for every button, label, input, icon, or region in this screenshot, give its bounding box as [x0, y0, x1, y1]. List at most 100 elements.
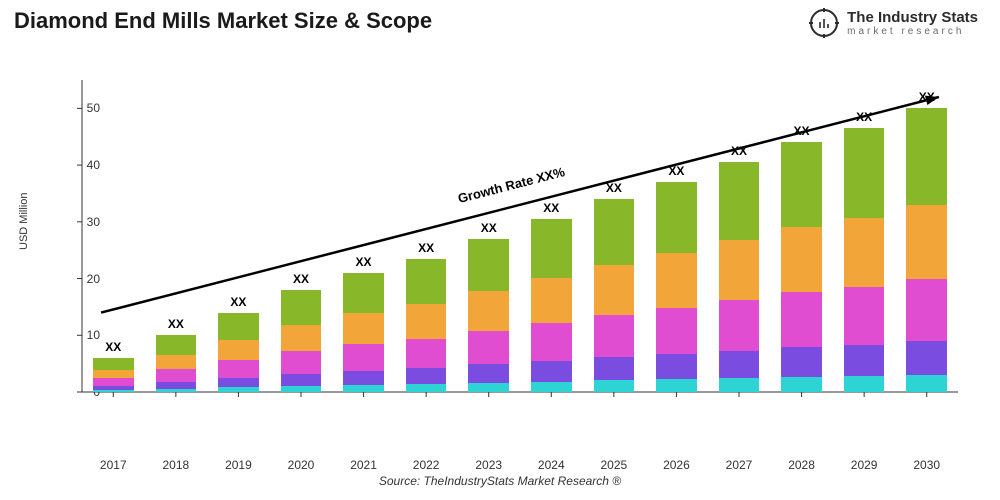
bar-segment [93, 390, 134, 392]
brand-logo: The Industry Stats market research [809, 8, 978, 38]
bar-value-label: XX [606, 181, 622, 195]
source-line: Source: TheIndustryStats Market Research… [0, 474, 1000, 488]
bar-segment [781, 142, 822, 227]
x-tick-label: 2024 [521, 458, 581, 472]
bar-segment [781, 377, 822, 392]
x-tick-label: 2030 [897, 458, 957, 472]
bar-segment [281, 290, 322, 325]
y-tick-label: 40 [70, 158, 100, 172]
bar-value-label: XX [794, 124, 810, 138]
axes-overlay [70, 60, 970, 440]
bar-segment [468, 291, 509, 331]
bar-segment [281, 386, 322, 392]
bar-segment [156, 355, 197, 370]
y-tick-label: 50 [70, 101, 100, 115]
bar-segment [93, 378, 134, 385]
gear-icon [809, 8, 839, 38]
bar-segment [93, 370, 134, 379]
bar-segment [719, 162, 760, 240]
chart-title: Diamond End Mills Market Size & Scope [14, 8, 432, 34]
bar-segment [844, 128, 885, 218]
bar-segment [156, 369, 197, 381]
bar-segment [844, 345, 885, 377]
bar-segment [156, 335, 197, 354]
bar-segment [156, 382, 197, 389]
bar-segment [406, 339, 447, 368]
x-tick-label: 2021 [334, 458, 394, 472]
bar-segment [343, 385, 384, 392]
bar-segment [719, 378, 760, 392]
x-tick-label: 2022 [396, 458, 456, 472]
bar-segment [343, 313, 384, 344]
bar-value-label: XX [668, 164, 684, 178]
bar-segment [343, 344, 384, 370]
bar-segment [343, 273, 384, 314]
x-tick-label: 2027 [709, 458, 769, 472]
bar-segment [468, 383, 509, 392]
bar-value-label: XX [168, 317, 184, 331]
bar-segment [531, 361, 572, 382]
bar-segment [406, 304, 447, 339]
bar-segment [281, 325, 322, 352]
bar-segment [531, 219, 572, 278]
bar-segment [906, 108, 947, 204]
bar-value-label: XX [731, 144, 747, 158]
bar-segment [218, 378, 259, 388]
bar-segment [844, 287, 885, 345]
bar-segment [218, 387, 259, 392]
bar-segment [406, 384, 447, 392]
bar-segment [656, 379, 697, 392]
plot-area: 010203040502017XX2018XX2019XX2020XX2021X… [70, 60, 970, 440]
x-tick-label: 2023 [459, 458, 519, 472]
bar-value-label: XX [919, 90, 935, 104]
x-tick-label: 2018 [146, 458, 206, 472]
bar-segment [781, 292, 822, 347]
bar-segment [218, 313, 259, 340]
bar-segment [594, 380, 635, 392]
bar-segment [343, 371, 384, 385]
bar-segment [594, 199, 635, 265]
x-tick-label: 2029 [834, 458, 894, 472]
bar-segment [844, 218, 885, 287]
bar-segment [531, 278, 572, 323]
y-tick-label: 20 [70, 272, 100, 286]
bar-value-label: XX [856, 110, 872, 124]
x-tick-label: 2017 [83, 458, 143, 472]
bar-segment [781, 347, 822, 377]
bar-segment [406, 259, 447, 304]
bar-segment [93, 358, 134, 370]
bar-segment [93, 386, 134, 390]
chart-container: Diamond End Mills Market Size & Scope T [0, 0, 1000, 500]
bar-segment [531, 323, 572, 361]
x-tick-label: 2028 [772, 458, 832, 472]
x-tick-label: 2025 [584, 458, 644, 472]
bar-value-label: XX [230, 295, 246, 309]
bar-segment [594, 357, 635, 380]
y-axis-title: USD Million [18, 193, 30, 250]
bar-segment [468, 239, 509, 291]
bar-value-label: XX [356, 255, 372, 269]
bar-segment [906, 341, 947, 375]
bar-segment [218, 340, 259, 361]
bar-segment [468, 331, 509, 365]
brand-tagline: market research [847, 26, 978, 37]
bar-segment [281, 351, 322, 373]
x-tick-label: 2020 [271, 458, 331, 472]
bar-segment [656, 354, 697, 379]
y-tick-label: 10 [70, 328, 100, 342]
bar-segment [719, 351, 760, 379]
bar-segment [468, 364, 509, 382]
bar-segment [844, 376, 885, 392]
bar-value-label: XX [418, 241, 434, 255]
brand-text: The Industry Stats market research [847, 9, 978, 37]
x-tick-label: 2026 [646, 458, 706, 472]
bar-value-label: XX [293, 272, 309, 286]
bar-segment [218, 360, 259, 377]
bar-segment [656, 253, 697, 308]
bar-segment [281, 374, 322, 386]
bar-value-label: XX [481, 221, 497, 235]
x-tick-label: 2019 [208, 458, 268, 472]
bar-value-label: XX [105, 340, 121, 354]
bar-value-label: XX [543, 201, 559, 215]
bar-segment [656, 308, 697, 354]
